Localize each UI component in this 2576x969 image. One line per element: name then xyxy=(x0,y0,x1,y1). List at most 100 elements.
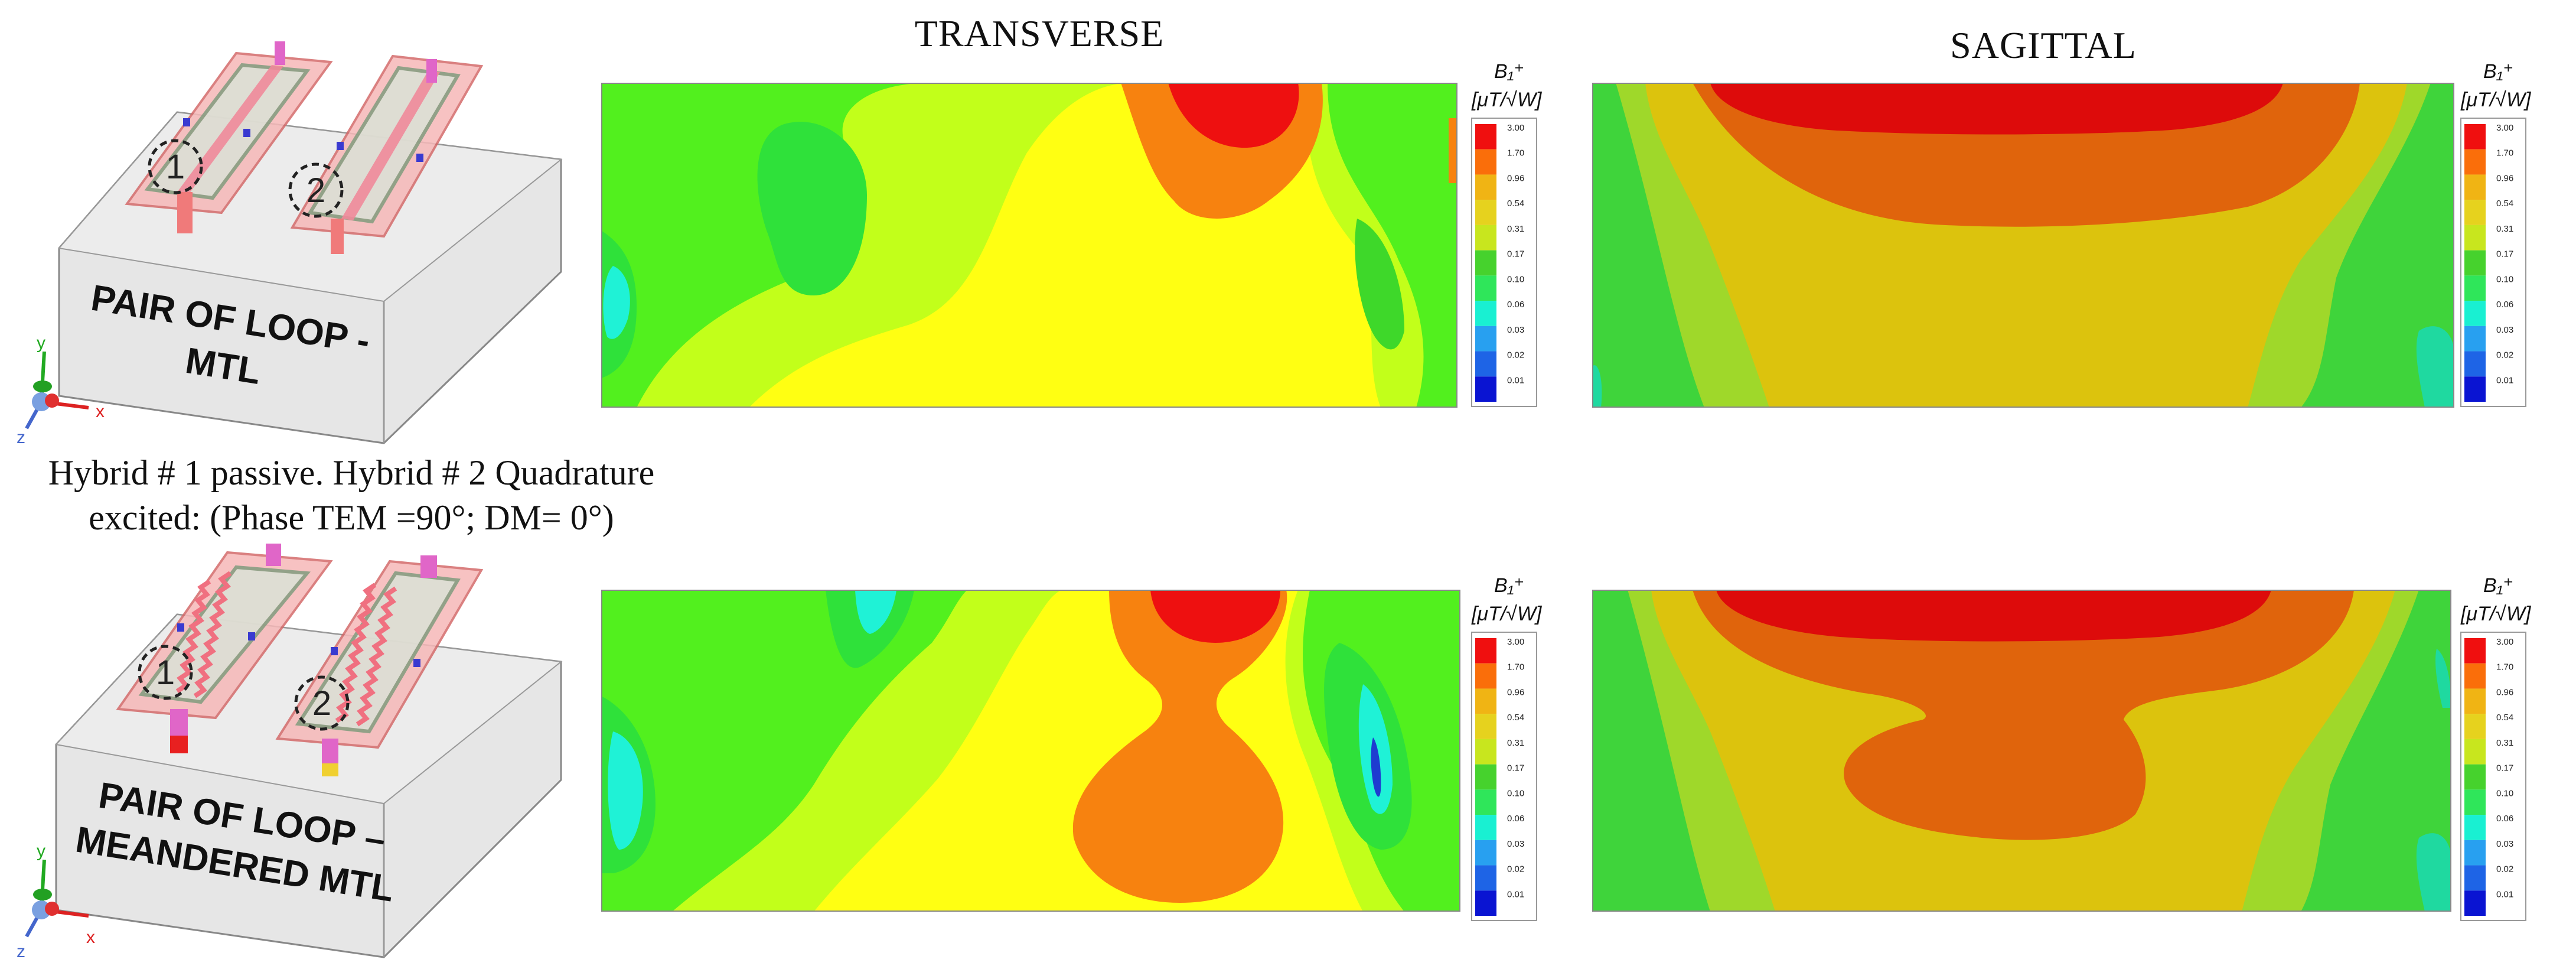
colorbar-tick-label: 0.17 xyxy=(1507,763,1524,773)
colorbar-tick-label: 0.31 xyxy=(1507,738,1524,748)
colorbar-swatch xyxy=(2464,200,2486,225)
sagittal-map-top xyxy=(1592,83,2454,408)
colorbar-tick-label: 0.31 xyxy=(1507,224,1524,234)
colorbar-swatch xyxy=(2464,124,2486,149)
colorbar-swatch xyxy=(2464,714,2486,739)
colorbar-tick-label: 0.96 xyxy=(2496,687,2513,697)
colorbar-tick-label: 0.54 xyxy=(1507,199,1524,209)
colorbar-swatch xyxy=(1475,351,1496,377)
colorbar-swatch xyxy=(1475,124,1496,149)
colorbar-swatch xyxy=(1475,688,1496,714)
colorbar-tick-label: 0.54 xyxy=(1507,713,1524,723)
colorbar-title: B₁⁺ xyxy=(1494,60,1524,83)
colorbar-tick-label: 0.54 xyxy=(2496,713,2513,723)
colorbar-unit: [μT/√W] xyxy=(1471,89,1543,111)
colorbar-tick-label: 0.17 xyxy=(2496,763,2513,773)
colorbar-tick-label: 0.17 xyxy=(2496,249,2513,259)
coil-1 xyxy=(125,41,333,233)
colorbar-tick-label: 0.01 xyxy=(2496,375,2513,385)
colorbar-swatch xyxy=(2464,326,2486,352)
colorbar-tick-label: 0.03 xyxy=(1507,839,1524,849)
model-top: 1 2 PAIR OF LOOP - MTL x y z xyxy=(17,41,563,447)
colorbar-transverse-bottom: B₁⁺ [μT/√W] 3.00 1.70 0.96 0.54 0.31 0.17 0.10 0.… xyxy=(1471,574,1543,921)
colorbar-swatch xyxy=(1475,200,1496,225)
axis-triad: x y z xyxy=(17,333,105,447)
axis-y-label: y xyxy=(37,333,45,353)
colorbar-tick-label: 0.02 xyxy=(2496,350,2513,360)
colorbar-tick-label: 0.10 xyxy=(2496,274,2513,284)
colorbar-tick-label: 0.17 xyxy=(1507,249,1524,259)
colorbar-tick-label: 0.02 xyxy=(1507,350,1524,360)
transverse-column-title: TRANSVERSE xyxy=(914,12,1165,54)
colorbar-tick-label: 0.06 xyxy=(1507,814,1524,824)
colorbar-unit: [μT/√W] xyxy=(2460,603,2532,625)
colorbar-swatch xyxy=(2464,663,2486,689)
colorbar-swatch xyxy=(2464,890,2486,916)
colorbar-tick-label: 0.54 xyxy=(2496,199,2513,209)
colorbar-swatch xyxy=(1475,326,1496,352)
colorbar-swatch xyxy=(1475,149,1496,175)
colorbar-swatch xyxy=(2464,789,2486,815)
axis-z-label: z xyxy=(17,428,25,447)
port-2-label: 2 xyxy=(312,684,331,723)
colorbar-swatch xyxy=(1475,789,1496,815)
coil-2 xyxy=(290,54,484,254)
colorbar-swatch xyxy=(1475,225,1496,251)
colorbar-swatch xyxy=(1475,275,1496,301)
colorbar-tick-label: 0.03 xyxy=(2496,325,2513,335)
colorbar-transverse-top: B₁⁺ [μT/√W] 3.00 1.70 0.96 0.54 0.31 0.17 0.10 0.… xyxy=(1471,60,1543,407)
colorbar-swatch xyxy=(2464,376,2486,402)
colorbar-tick-label: 0.06 xyxy=(2496,814,2513,824)
sagittal-map-bottom xyxy=(1592,590,2451,912)
model-bottom: 1 2 PAIR OF LOOP – MEANDERED MTL x y z xyxy=(17,544,563,961)
colorbar-tick-label: 0.06 xyxy=(2496,300,2513,310)
colorbar-swatch xyxy=(1475,663,1496,689)
colorbar-tick-label: 1.70 xyxy=(2496,148,2513,158)
colorbar-title: B₁⁺ xyxy=(2483,60,2513,83)
colorbar-tick-label: 0.10 xyxy=(1507,788,1524,798)
colorbar-tick-label: 0.10 xyxy=(1507,274,1524,284)
colorbar-tick-label: 0.02 xyxy=(1507,864,1524,874)
colorbar-swatch xyxy=(2464,840,2486,866)
colorbar-swatch xyxy=(2464,174,2486,200)
colorbar-tick-label: 0.31 xyxy=(2496,224,2513,234)
colorbar-sagittal-bottom: B₁⁺ [μT/√W] 3.00 1.70 0.96 0.54 0.31 0.17 0.10 0.… xyxy=(2460,574,2532,921)
colorbar-swatch xyxy=(2464,739,2486,765)
colorbar-tick-label: 3.00 xyxy=(2496,123,2513,133)
colorbar-swatch xyxy=(1475,638,1496,664)
phantom-box xyxy=(58,111,563,444)
port-2-label: 2 xyxy=(306,171,325,210)
axis-triad: x y z xyxy=(17,841,95,961)
colorbar-tick-label: 3.00 xyxy=(1507,123,1524,133)
port-2-marker: 2 xyxy=(288,162,344,218)
colorbar-sagittal-top: B₁⁺ [μT/√W] 3.00 1.70 0.96 0.54 0.31 0.17 0.10 0.… xyxy=(2460,60,2532,407)
colorbar-swatch xyxy=(1475,250,1496,276)
colorbar-swatch xyxy=(2464,764,2486,790)
colorbar-swatch xyxy=(1475,890,1496,916)
colorbar-tick-label: 0.02 xyxy=(2496,864,2513,874)
colorbar-tick-label: 0.31 xyxy=(2496,738,2513,748)
colorbar-tick-label: 1.70 xyxy=(1507,148,1524,158)
colorbar-swatch xyxy=(2464,815,2486,840)
colorbar-tick-label: 1.70 xyxy=(2496,662,2513,672)
colorbar-tick-label: 0.01 xyxy=(2496,889,2513,899)
coil-2 xyxy=(275,555,484,776)
colorbar-swatch xyxy=(2464,275,2486,301)
colorbar-tick-label: 3.00 xyxy=(2496,637,2513,647)
caption-line-1: Hybrid # 1 passive. Hybrid # 2 Quadratur… xyxy=(48,453,655,492)
port-1-marker: 1 xyxy=(138,645,193,700)
colorbar-tick-label: 0.96 xyxy=(1507,173,1524,183)
coil-1 xyxy=(116,544,333,753)
caption-line-2: excited: (Phase TEM =90°; DM= 0°) xyxy=(89,498,614,537)
colorbar-swatch xyxy=(1475,174,1496,200)
colorbar-tick-label: 3.00 xyxy=(1507,637,1524,647)
port-1-label: 1 xyxy=(156,653,175,692)
colorbar-swatch xyxy=(2464,301,2486,326)
colorbar-swatch xyxy=(1475,714,1496,739)
colorbar-swatch xyxy=(2464,688,2486,714)
colorbar-swatch xyxy=(1475,865,1496,891)
colorbar-tick-label: 0.96 xyxy=(1507,687,1524,697)
sagittal-column-title: SAGITTAL xyxy=(1950,24,2137,66)
colorbar-title: B₁⁺ xyxy=(2483,574,2513,597)
colorbar-swatch xyxy=(1475,840,1496,866)
